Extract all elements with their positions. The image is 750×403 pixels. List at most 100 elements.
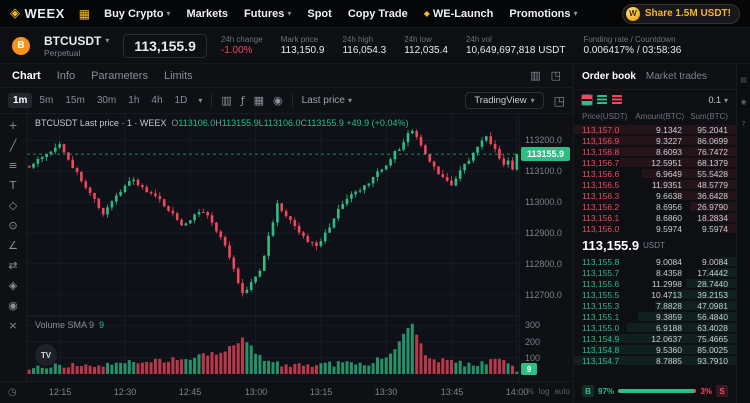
fib-tool-icon[interactable]: ≡ [8, 159, 18, 172]
orderbook-ask-row[interactable]: 113,156.9 9.3227 86.0699 [574, 135, 736, 146]
chart-plot[interactable]: BTCUSDT Last price · 1 · WEEX O113106.0H… [27, 114, 519, 381]
sum-cell: 55.5428 [697, 168, 728, 179]
tab-info[interactable]: Info [56, 69, 76, 82]
orderbook-ask-row[interactable]: 113,157.0 9.1342 95.2041 [574, 124, 736, 135]
timeframe-15m[interactable]: 15m [65, 95, 85, 106]
orderbook-bid-row[interactable]: 113,155.0 6.9188 63.4028 [574, 322, 736, 333]
share-reward-button[interactable]: W Share 1.5M USDT! [621, 3, 740, 24]
nav-item-copy-trade[interactable]: Copy Trade [348, 8, 408, 20]
amount-cell: 9.3859 [656, 311, 682, 322]
orderbook-ask-row[interactable]: 113,156.0 9.5974 9.5974 [574, 223, 736, 234]
weex-logo-text: WEEX [24, 6, 65, 21]
scale-buttons: % log auto [527, 387, 570, 396]
scale-button-[interactable]: % [526, 387, 534, 396]
price-cell: 113,155.5 [582, 289, 620, 300]
list-icon[interactable]: ▤ [740, 76, 747, 84]
tradingview-button[interactable]: TradingView ▾ [465, 92, 544, 109]
nav-item-buy-crypto[interactable]: Buy Crypto ▾ [104, 8, 170, 20]
orderbook-mode-default-icon[interactable] [581, 94, 593, 106]
orderbook-ask-row[interactable]: 113,156.1 8.6860 18.2834 [574, 212, 736, 223]
orderbook-bid-row[interactable]: 113,155.1 9.3859 56.4840 [574, 311, 736, 322]
timeframe-5m[interactable]: 5m [39, 95, 54, 106]
angle-tool-icon[interactable]: ∠ [8, 239, 18, 252]
crosshair-tool-icon[interactable]: + [8, 119, 18, 132]
shapes-tool-icon[interactable]: ◇ [8, 199, 18, 212]
orderbook-mode-bids-icon[interactable] [597, 95, 607, 105]
amount-cell: 8.6956 [656, 201, 682, 212]
price-axis[interactable]: 113200.0 113100.0 113000.0 112900.0 112800.0… [519, 114, 573, 381]
nav-item-label: WE-Launch [432, 7, 494, 20]
orderbook-ask-row[interactable]: 113,156.5 11.9351 48.5779 [574, 179, 736, 190]
orderbook-ask-row[interactable]: 113,156.7 12.5951 68.1379 [574, 157, 736, 168]
chart-tabs: Chart Info Parameters Limits ▥ ◳ [0, 64, 573, 88]
chevron-down-icon: ▾ [573, 9, 578, 18]
magnet-tool-icon[interactable]: ◈ [8, 279, 18, 292]
scale-button-log[interactable]: log [538, 387, 550, 396]
timeframe-more-icon[interactable]: ▾ [198, 96, 203, 105]
orderbook-ask-row[interactable]: 113,156.6 6.9649 55.5428 [574, 168, 736, 179]
tab-order-book[interactable]: Order book [582, 71, 636, 82]
nav-item-futures[interactable]: Futures ▾ [244, 8, 291, 20]
nav-item-markets[interactable]: Markets [186, 8, 228, 20]
price-cell: 113,156.8 [582, 146, 620, 157]
timeframe-4h[interactable]: 4h [151, 95, 163, 106]
weex-logo[interactable]: ◈ WEEX [10, 6, 65, 21]
orderbook-mid-price[interactable]: 113,155.9 USDT [574, 234, 736, 256]
visibility-tool-icon[interactable]: ◉ [8, 299, 18, 312]
amount-cell: 6.9188 [656, 322, 682, 333]
timeframe-1d[interactable]: 1D [174, 95, 188, 106]
layout-grid-icon[interactable]: ▦ [253, 94, 265, 107]
projection-tool-icon[interactable]: ⊙ [8, 219, 18, 232]
orderbook-bid-row[interactable]: 113,155.8 9.0084 9.0084 [574, 256, 736, 267]
orderbook-bid-row[interactable]: 113,154.9 12.0637 75.4665 [574, 333, 736, 344]
expand-panel-icon[interactable]: ◳ [550, 69, 561, 82]
timeframe-30m[interactable]: 30m [96, 95, 117, 106]
text-tool-icon[interactable]: T [9, 179, 17, 192]
orderbook-bid-row[interactable]: 113,155.7 8.4358 17.4442 [574, 267, 736, 278]
symbol-label: BTCUSDT [44, 33, 102, 48]
stat-24h-high: 24h high 116,054.3 [342, 35, 386, 56]
spark-icon: ◆ [423, 9, 430, 18]
help-icon[interactable]: ? [741, 120, 746, 128]
nav-item-promotions[interactable]: Promotions ▾ [509, 8, 577, 20]
price-cell: 113,156.0 [582, 223, 620, 234]
time-axis[interactable]: ◷ 12:15 12:30 12:45 13:00 13:15 13:30 13:45 14:… [0, 381, 573, 403]
tradingview-logo[interactable]: TV [35, 344, 57, 366]
orderbook-bid-row[interactable]: 113,154.7 8.7885 93.7910 [574, 355, 736, 366]
chat-icon[interactable]: ◉ [740, 98, 747, 106]
price-axis-label: 112900.0 [525, 228, 562, 238]
tab-limits[interactable]: Limits [163, 69, 193, 82]
orderbook-ask-row[interactable]: 113,156.2 8.6956 26.9790 [574, 201, 736, 212]
candle-view-icon[interactable]: ▥ [530, 69, 541, 82]
orderbook-bid-row[interactable]: 113,154.8 9.5360 85.0025 [574, 344, 736, 355]
nav-item-label: Markets [186, 7, 229, 20]
orderbook-ask-row[interactable]: 113,156.8 8.6093 76.7472 [574, 146, 736, 157]
candle-style-icon[interactable]: ▥ [221, 94, 232, 107]
apps-grid-icon[interactable]: ▦ [78, 6, 91, 21]
timeframe-1m[interactable]: 1m [8, 93, 33, 108]
amount-cell: 8.4358 [656, 267, 682, 278]
nav-item-we-launch[interactable]: ◆ WE-Launch [424, 8, 494, 20]
fullscreen-icon[interactable]: ◳ [553, 93, 565, 108]
orderbook-bid-row[interactable]: 113,155.6 11.2998 28.7440 [574, 278, 736, 289]
nav-item-spot[interactable]: Spot [307, 8, 331, 20]
trendline-tool-icon[interactable]: ╱ [9, 139, 17, 152]
symbol-selector[interactable]: BTCUSDT ▾ [44, 34, 109, 48]
remove-drawings-icon[interactable]: × [8, 319, 18, 332]
tab-chart[interactable]: Chart [12, 69, 41, 82]
price-source-select[interactable]: Last price ▾ [302, 95, 352, 106]
indicators-icon[interactable]: ƒ [240, 94, 245, 107]
orderbook-bid-row[interactable]: 113,155.5 10.4713 39.2153 [574, 289, 736, 300]
clock-icon[interactable]: ◷ [8, 387, 17, 398]
camera-icon[interactable]: ◉ [273, 94, 283, 107]
tab-parameters[interactable]: Parameters [91, 69, 148, 82]
tab-market-trades[interactable]: Market trades [645, 71, 708, 82]
tick-size-select[interactable]: 0.1 ▾ [708, 95, 728, 105]
timeframe-1h[interactable]: 1h [128, 95, 140, 106]
chart-region: + ╱ ≡ T ◇ ⊙ ∠ ⇄ ◈ ◉ × BTCUSDT Last price · 1 · WEE… [0, 114, 573, 381]
compare-tool-icon[interactable]: ⇄ [8, 259, 18, 272]
orderbook-mode-asks-icon[interactable] [612, 95, 622, 105]
scale-button-auto[interactable]: auto [554, 387, 570, 396]
orderbook-bid-row[interactable]: 113,155.3 7.8828 47.0981 [574, 300, 736, 311]
orderbook-ask-row[interactable]: 113,156.3 9.6638 36.6428 [574, 190, 736, 201]
